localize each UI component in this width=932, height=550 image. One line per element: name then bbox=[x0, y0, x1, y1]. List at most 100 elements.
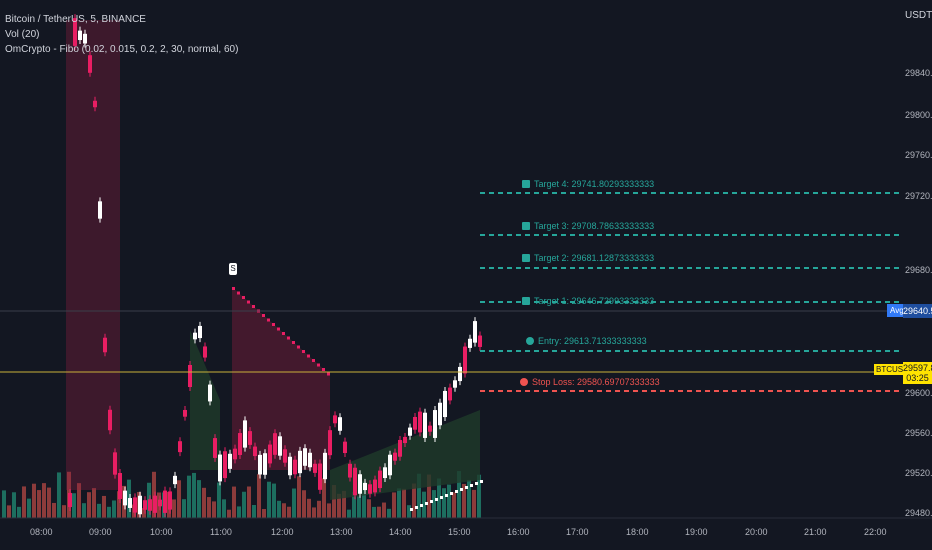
volume-bar bbox=[427, 474, 431, 518]
volume-bar bbox=[272, 483, 276, 518]
volume-indicator-label[interactable]: Vol (20) bbox=[5, 29, 40, 40]
candle-body bbox=[428, 425, 432, 432]
candle-body bbox=[118, 473, 122, 499]
candle-body bbox=[178, 441, 182, 453]
volume-bar bbox=[117, 491, 121, 518]
volume-bar bbox=[432, 490, 436, 518]
volume-bar bbox=[102, 495, 106, 518]
candle-body bbox=[128, 498, 132, 508]
volume-bar bbox=[87, 492, 91, 518]
avg-price-badge: 29640.55 bbox=[903, 304, 932, 318]
volume-bar bbox=[247, 486, 251, 518]
candle-body bbox=[398, 439, 402, 457]
candle-body bbox=[198, 325, 202, 339]
level-label: Target 2: 29681.12873333333 bbox=[522, 253, 654, 263]
trail-dot bbox=[460, 488, 463, 491]
trail-dot bbox=[435, 498, 438, 501]
candle-body bbox=[303, 448, 307, 466]
volume-bar bbox=[457, 471, 461, 518]
volume-bar bbox=[12, 492, 16, 518]
trail-dot bbox=[450, 492, 453, 495]
level-label: Target 1: 29646.72993333333 bbox=[522, 296, 654, 306]
price-axis-currency: USDT bbox=[905, 10, 932, 21]
candle-body bbox=[208, 384, 212, 402]
trail-dot bbox=[322, 368, 325, 371]
volume-bar bbox=[202, 487, 206, 518]
trail-dot bbox=[470, 484, 473, 487]
volume-bar bbox=[22, 486, 26, 518]
time-tick: 14:00 bbox=[389, 527, 412, 537]
volume-bar bbox=[377, 506, 381, 518]
candle-body bbox=[308, 452, 312, 468]
last-price-badge: 29597.88 03:25 bbox=[903, 362, 932, 384]
price-tick: 29520.00 bbox=[905, 468, 932, 478]
time-tick: 10:00 bbox=[150, 527, 173, 537]
volume-bar bbox=[177, 480, 181, 518]
check-box-icon bbox=[522, 180, 530, 188]
volume-bar bbox=[357, 496, 361, 518]
time-tick: 12:00 bbox=[271, 527, 294, 537]
trail-dot bbox=[420, 504, 423, 507]
fibo-indicator-label[interactable]: OmCrypto - Fibo (0.02, 0.015, 0.2, 2, 30… bbox=[5, 44, 239, 55]
candle-body bbox=[438, 402, 442, 426]
candle-body bbox=[288, 456, 292, 476]
check-box-icon bbox=[522, 297, 530, 305]
volume-bar bbox=[442, 488, 446, 518]
level-label: Entry: 29613.71333333333 bbox=[526, 336, 647, 346]
time-tick: 15:00 bbox=[448, 527, 471, 537]
volume-bar bbox=[107, 506, 111, 518]
volume-bar bbox=[77, 483, 81, 518]
candle-body bbox=[293, 459, 297, 475]
price-tick: 29760.00 bbox=[905, 150, 932, 160]
volume-bar bbox=[17, 506, 21, 518]
volume-bar bbox=[47, 487, 51, 518]
volume-bar bbox=[227, 509, 231, 518]
volume-bar bbox=[7, 505, 11, 518]
trail-dot bbox=[247, 300, 250, 304]
candle-body bbox=[113, 452, 117, 475]
sell-signal-badge: S bbox=[229, 263, 237, 275]
price-tick: 29720.00 bbox=[905, 191, 932, 201]
candle-body bbox=[233, 448, 237, 460]
time-tick: 20:00 bbox=[745, 527, 768, 537]
volume-bar bbox=[282, 503, 286, 518]
candle-body bbox=[83, 33, 87, 44]
time-tick: 22:00 bbox=[864, 527, 887, 537]
avg-label-badge: Avg bbox=[887, 304, 907, 317]
volume-bar bbox=[72, 493, 76, 518]
candle-body bbox=[333, 415, 337, 424]
candle-body bbox=[123, 490, 127, 506]
candle-body bbox=[393, 452, 397, 461]
candle-body bbox=[168, 491, 172, 510]
volume-bar bbox=[287, 506, 291, 518]
candle-body bbox=[348, 463, 352, 478]
candle-body bbox=[403, 436, 407, 444]
candle-body bbox=[258, 454, 262, 475]
trail-dot bbox=[440, 496, 443, 499]
volume-bar bbox=[407, 505, 411, 518]
candle-body bbox=[188, 364, 192, 388]
candle-body bbox=[183, 409, 187, 417]
volume-bar bbox=[382, 502, 386, 518]
volume-bar bbox=[327, 503, 331, 518]
candle-body bbox=[468, 338, 472, 348]
trail-dot bbox=[297, 345, 300, 349]
candle-body bbox=[263, 453, 267, 475]
trail-dot bbox=[455, 490, 458, 493]
candle-body bbox=[108, 409, 112, 431]
volume-bar bbox=[112, 500, 116, 518]
red-dot-icon bbox=[520, 378, 528, 386]
trail-dot bbox=[287, 336, 290, 340]
candle-body bbox=[273, 433, 277, 455]
candle-body bbox=[458, 366, 462, 382]
trail-dot bbox=[410, 508, 413, 511]
trail-dot bbox=[242, 296, 245, 299]
volume-bar bbox=[92, 488, 96, 518]
volume-bar bbox=[217, 482, 221, 518]
symbol-title[interactable]: Bitcoin / TetherUS, 5, BINANCE bbox=[5, 14, 146, 25]
candle-body bbox=[278, 436, 282, 456]
volume-bar bbox=[207, 497, 211, 518]
time-tick: 21:00 bbox=[804, 527, 827, 537]
trail-dot bbox=[307, 354, 310, 358]
